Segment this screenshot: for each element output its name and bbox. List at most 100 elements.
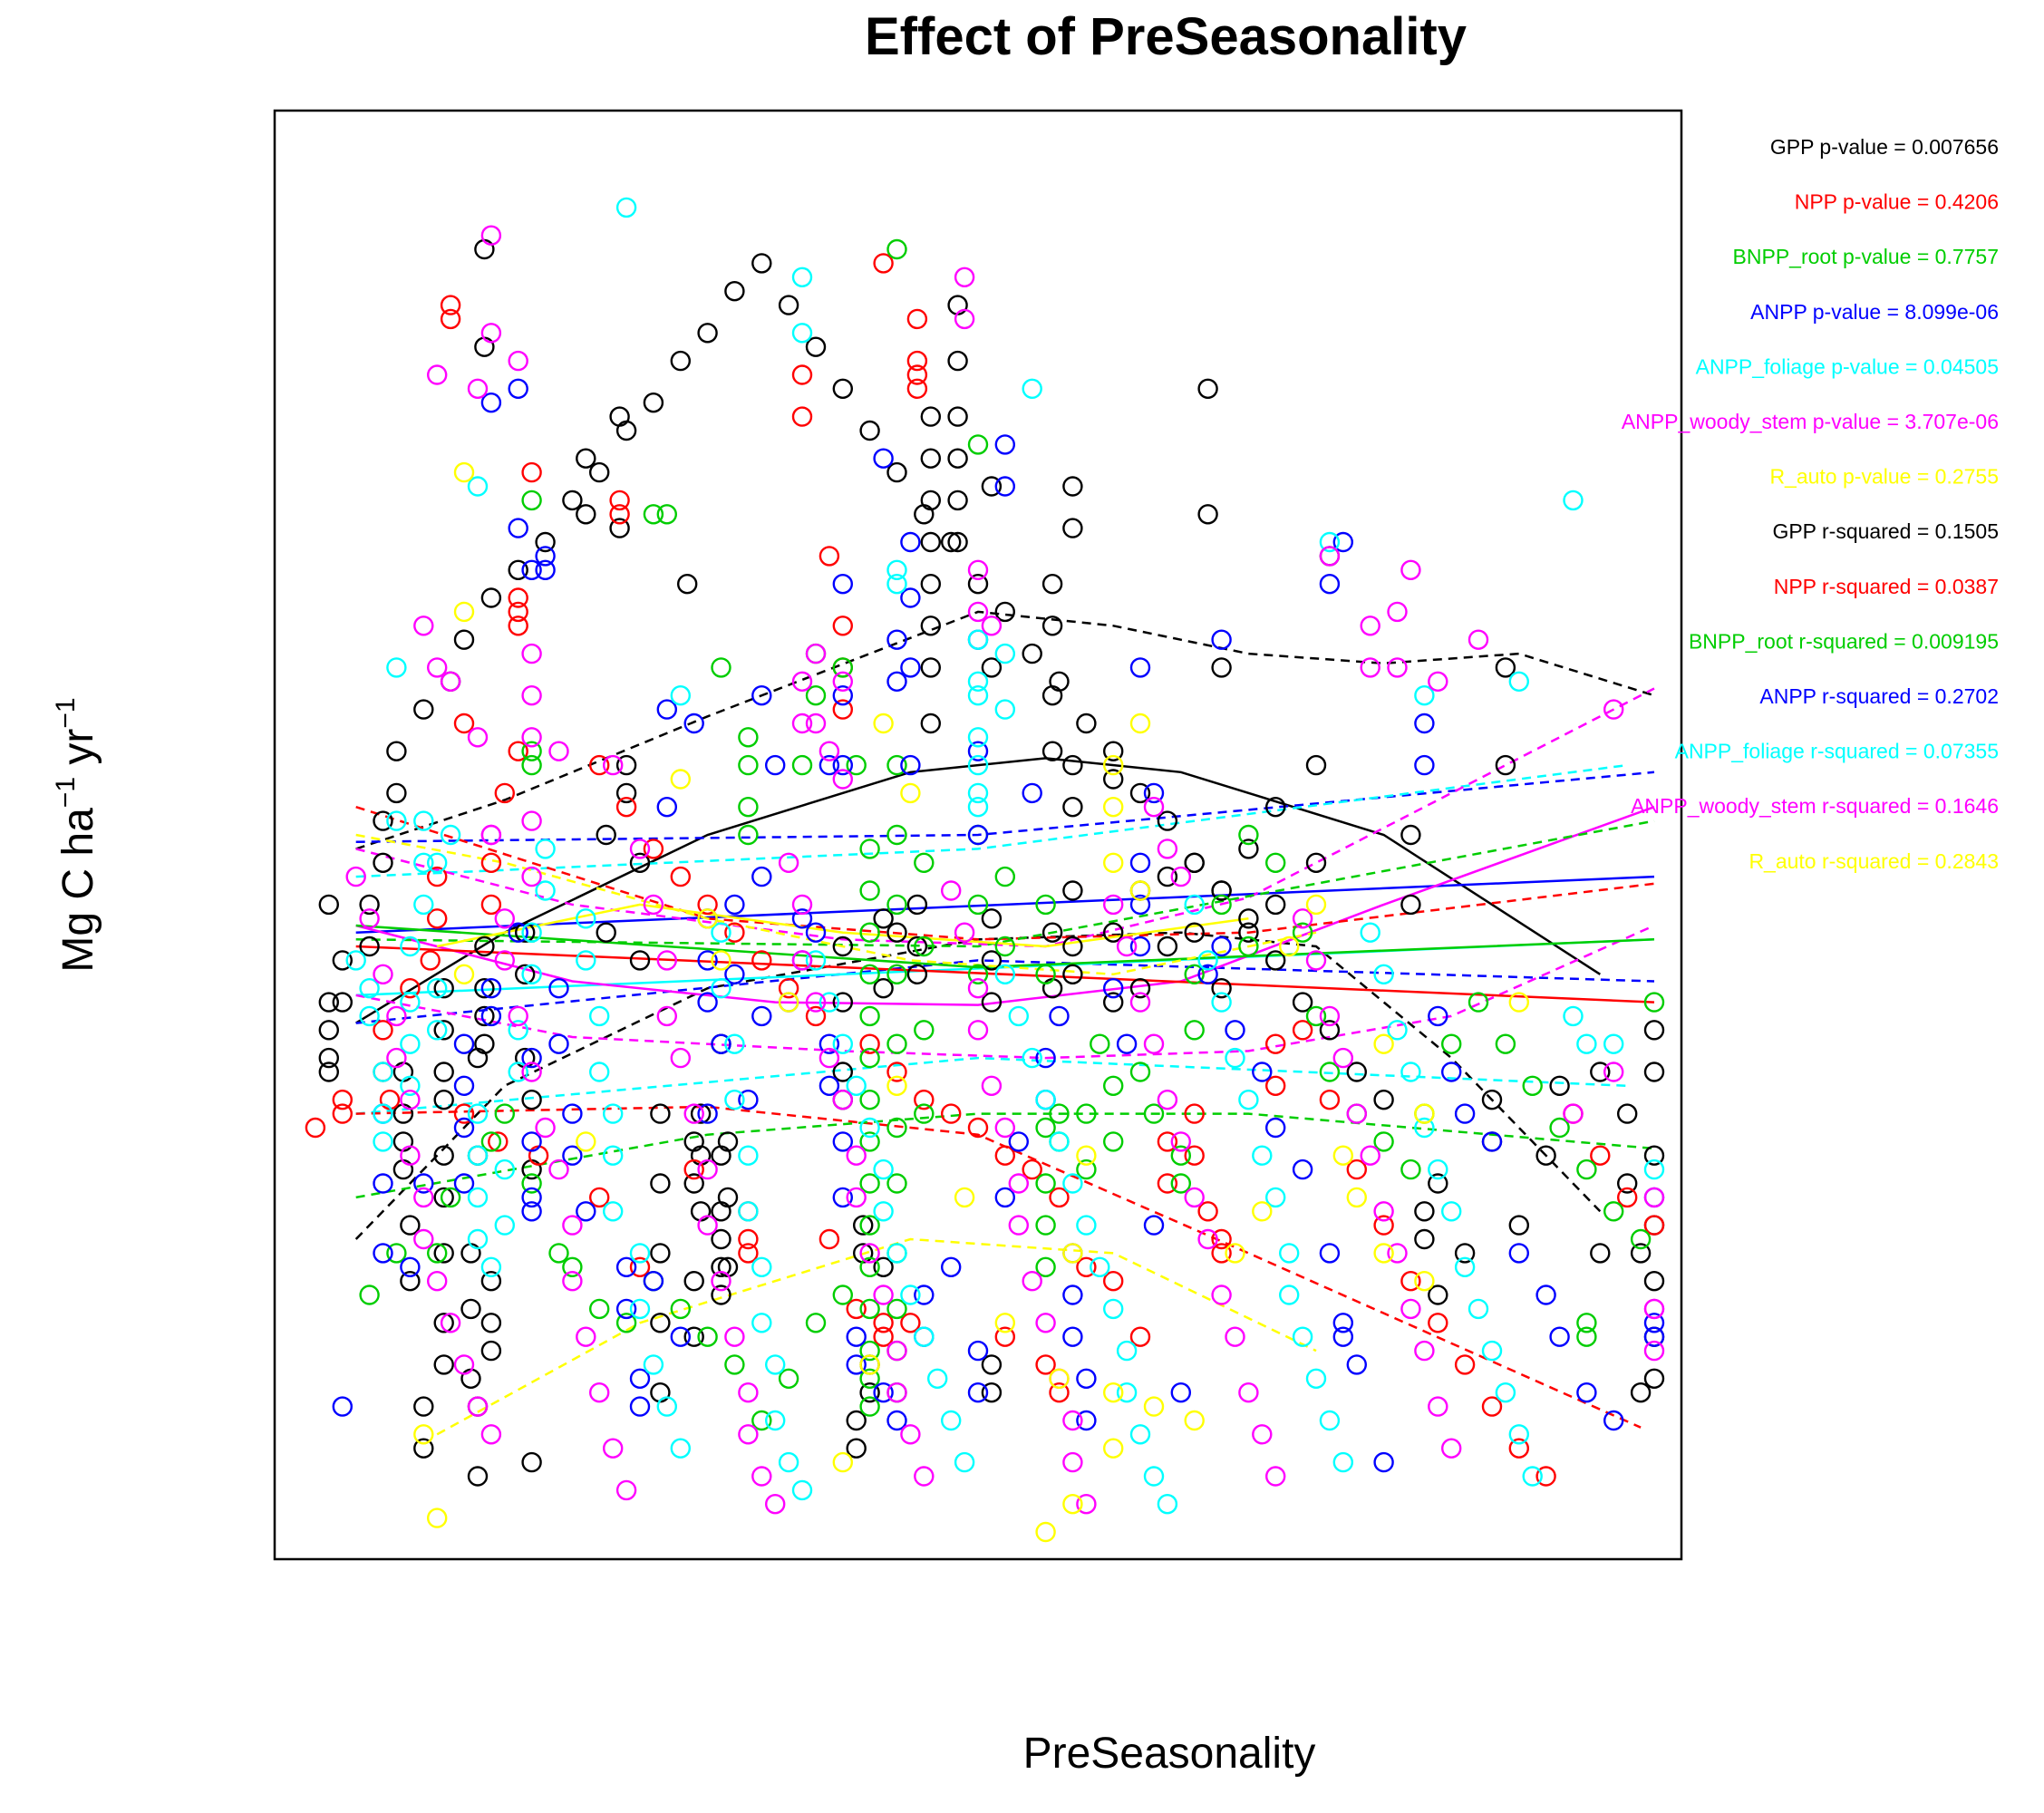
point-anpp-100 xyxy=(1102,977,1124,999)
point-anpp-woody-stem-131 xyxy=(1319,1005,1341,1027)
point-r-auto-35 xyxy=(1049,1368,1070,1390)
point-npp-19 xyxy=(420,950,441,971)
point-r-auto-23 xyxy=(1062,1493,1083,1515)
point-bnpp-root-106 xyxy=(751,1410,772,1431)
point-anpp-foliage-84 xyxy=(873,1201,894,1222)
point-npp-52 xyxy=(1102,1270,1124,1292)
point-anpp-1 xyxy=(508,378,528,399)
point-r-auto-12 xyxy=(1373,1033,1394,1054)
point-anpp-woody-stem-35 xyxy=(1360,616,1380,636)
point-anpp-woody-stem-130 xyxy=(1305,950,1327,971)
point-gpp-198 xyxy=(805,336,827,357)
point-anpp-foliage-60 xyxy=(603,1201,624,1222)
point-npp-5 xyxy=(508,616,528,636)
point-r-auto-13 xyxy=(1373,1243,1394,1264)
point-anpp-foliage-119 xyxy=(1373,964,1394,985)
point-gpp-65 xyxy=(521,1451,542,1473)
point-gpp-174 xyxy=(1643,1368,1665,1390)
point-gpp-57 xyxy=(480,1270,502,1292)
point-anpp-42 xyxy=(453,1075,475,1097)
legend-rsquared-anpp: ANPP r-squared = 0.2702 xyxy=(1759,684,1999,708)
point-anpp-28 xyxy=(1129,657,1151,678)
point-gpp-97 xyxy=(717,1187,739,1208)
point-anpp-foliage-112 xyxy=(1278,1243,1300,1264)
point-anpp-woody-stem-23 xyxy=(832,769,853,790)
point-anpp-59 xyxy=(629,1368,651,1390)
point-anpp-foliage-98 xyxy=(1090,1256,1110,1278)
legend: GPP p-value = 0.007656 NPP p-value = 0.42… xyxy=(1622,135,1999,873)
point-anpp-43 xyxy=(453,1117,475,1139)
point-anpp-woody-stem-67 xyxy=(548,1159,569,1180)
point-npp-86 xyxy=(859,1033,880,1054)
point-npp-65 xyxy=(1346,1159,1368,1180)
point-gpp-177 xyxy=(359,936,380,957)
point-npp-69 xyxy=(1454,1354,1476,1375)
point-anpp-foliage-31 xyxy=(373,1131,393,1152)
point-anpp-foliage-18 xyxy=(1414,685,1435,706)
point-bnpp-root-41 xyxy=(886,824,907,846)
point-npp-85 xyxy=(805,1005,827,1027)
point-anpp-woody-stem-65 xyxy=(521,1062,542,1082)
point-anpp-foliage-2 xyxy=(791,323,813,344)
point-gpp-18 xyxy=(947,448,968,469)
point-anpp-99 xyxy=(1076,1410,1097,1431)
point-npp-37 xyxy=(589,1187,610,1208)
point-anpp-foliage-6 xyxy=(886,574,907,595)
point-gpp-104 xyxy=(846,1438,867,1459)
point-gpp-192 xyxy=(643,393,664,413)
x-axis-label: PreSeasonality xyxy=(1023,1730,1316,1778)
point-bnpp-root-31 xyxy=(859,1396,880,1417)
point-r-auto-4 xyxy=(900,782,921,804)
point-anpp-115 xyxy=(1332,1326,1354,1347)
point-anpp-23 xyxy=(967,741,989,761)
point-gpp-105 xyxy=(853,1215,874,1236)
point-gpp-200 xyxy=(859,420,880,441)
point-anpp-39 xyxy=(400,1256,421,1278)
point-npp-62 xyxy=(1264,1033,1286,1054)
point-npp-48 xyxy=(994,1326,1016,1347)
point-anpp-76 xyxy=(805,922,827,943)
point-r-auto-27 xyxy=(453,964,475,985)
point-anpp-woody-stem-42 xyxy=(1603,699,1624,720)
point-gpp-205 xyxy=(994,601,1016,623)
point-anpp-foliage-75 xyxy=(765,1410,786,1431)
point-anpp-woody-stem-104 xyxy=(967,977,989,999)
point-gpp-207 xyxy=(1049,671,1070,692)
point-anpp-woody-stem-19 xyxy=(791,713,813,734)
point-gpp-85 xyxy=(683,1270,704,1292)
point-anpp-woody-stem-124 xyxy=(1211,1285,1232,1305)
point-gpp-32 xyxy=(318,1020,339,1041)
point-gpp-31 xyxy=(318,992,339,1013)
point-gpp-119 xyxy=(981,1354,1003,1375)
point-gpp-219 xyxy=(1373,1089,1394,1110)
point-anpp-woody-stem-137 xyxy=(1400,1298,1421,1320)
point-gpp-216 xyxy=(1292,992,1313,1013)
point-bnpp-root-26 xyxy=(859,1215,880,1236)
point-anpp-11 xyxy=(819,754,840,776)
point-bnpp-root-61 xyxy=(1076,1103,1097,1124)
point-anpp-foliage-46 xyxy=(494,1215,515,1236)
point-gpp-50 xyxy=(413,1396,434,1417)
point-anpp-woody-stem-40 xyxy=(1468,629,1489,650)
point-anpp-woody-stem-38 xyxy=(1400,559,1421,580)
point-r-auto-32 xyxy=(886,1075,907,1097)
point-gpp-48 xyxy=(433,1313,454,1333)
point-anpp-foliage-95 xyxy=(1049,1131,1070,1152)
point-bnpp-root-40 xyxy=(886,894,907,916)
point-npp-64 xyxy=(1319,1089,1341,1110)
point-anpp-foliage-29 xyxy=(373,1062,393,1082)
point-anpp-96 xyxy=(1062,1285,1083,1305)
point-anpp-foliage-33 xyxy=(400,1033,421,1054)
point-anpp-46 xyxy=(480,1005,502,1027)
point-anpp-woody-stem-94 xyxy=(846,1145,867,1166)
point-anpp-woody-stem-119 xyxy=(1143,1033,1165,1054)
point-npp-76 xyxy=(1643,1215,1665,1236)
point-bnpp-root-110 xyxy=(1576,1326,1597,1347)
point-bnpp-root-96 xyxy=(494,1103,515,1124)
point-bnpp-root-12 xyxy=(805,685,827,706)
point-gpp-153 xyxy=(1414,1228,1435,1250)
point-anpp-foliage-130 xyxy=(1522,1466,1543,1487)
point-npp-70 xyxy=(1481,1396,1503,1417)
point-anpp-114 xyxy=(1332,1313,1354,1333)
fit-r-auto-quadratic-18 xyxy=(436,903,1249,948)
